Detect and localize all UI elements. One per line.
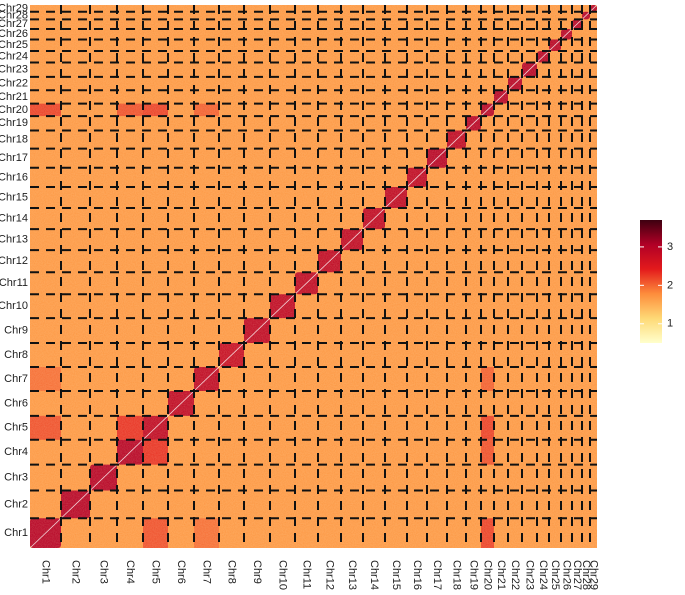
x-tick-label: Chr12: [324, 560, 336, 590]
x-tick-label: Chr13: [346, 560, 358, 590]
y-tick-label: Chr18: [0, 133, 28, 145]
x-tick-label: Chr9: [251, 560, 263, 584]
x-tick-label: Chr18: [451, 560, 463, 590]
x-tick-label: Chr23: [524, 560, 536, 590]
x-tick-label: Chr5: [150, 560, 162, 584]
x-tick-label: Chr2: [70, 560, 82, 584]
y-tick-label: Chr8: [4, 349, 28, 361]
y-tick-label: Chr12: [0, 255, 28, 267]
x-tick-label: Chr10: [277, 560, 289, 590]
y-tick-label: Chr6: [4, 397, 28, 409]
colorbar-tick-label: 1: [667, 318, 673, 330]
y-tick-label: Chr5: [4, 422, 28, 434]
x-tick-label: Chr7: [201, 560, 213, 584]
x-tick-label: Chr25: [549, 560, 561, 590]
x-tick-label: Chr3: [98, 560, 110, 584]
diagonal-line: [29, 4, 598, 549]
x-tick-label: Chr1: [40, 560, 52, 584]
x-tick-label: Chr17: [431, 560, 443, 590]
x-tick-label: Chr27: [571, 560, 583, 590]
x-tick-label: Chr16: [411, 560, 423, 590]
y-tick-label: Chr16: [0, 171, 28, 183]
colorbar-tick-label: 3: [667, 241, 673, 253]
y-tick-label: Chr23: [0, 64, 28, 76]
x-tick-label: Chr14: [368, 560, 380, 590]
x-tick-label: Chr24: [537, 560, 549, 590]
y-tick-label: Chr13: [0, 234, 28, 246]
y-tick-label: Chr21: [0, 91, 28, 103]
x-tick-label: Chr26: [561, 560, 573, 590]
colorbar-tick-label: 2: [667, 279, 673, 291]
x-tick-label: Chr29: [588, 560, 600, 590]
y-tick-label: Chr11: [0, 277, 28, 289]
y-tick-label: Chr25: [0, 39, 28, 51]
y-tick-label: Chr10: [0, 300, 28, 312]
x-tick-label: Chr11: [301, 560, 313, 589]
y-tick-label: Chr4: [4, 446, 28, 458]
y-tick-label: Chr19: [0, 117, 28, 129]
y-tick-label: Chr3: [4, 472, 28, 484]
y-tick-label: Chr24: [0, 51, 28, 63]
y-tick-label: Chr22: [0, 77, 28, 89]
x-tick-label: Chr4: [124, 560, 136, 584]
y-tick-label: Chr17: [0, 152, 28, 164]
x-tick-label: Chr15: [390, 560, 402, 590]
y-tick-label: Chr15: [0, 191, 28, 203]
y-tick-label: Chr20: [0, 104, 28, 116]
y-tick-label: Chr7: [4, 373, 28, 385]
x-tick-label: Chr8: [226, 560, 238, 584]
x-tick-label: Chr6: [175, 560, 187, 584]
x-tick-label: Chr22: [509, 560, 521, 590]
y-tick-label: Chr9: [4, 325, 28, 337]
x-tick-label: Chr28: [580, 560, 592, 590]
x-tick-label: Chr20: [482, 560, 494, 590]
y-tick-label: Chr27: [0, 18, 28, 30]
y-tick-label: Chr14: [0, 212, 28, 224]
colorbar: [640, 220, 662, 343]
y-tick-label: Chr1: [4, 527, 28, 539]
y-tick-label: Chr26: [0, 28, 28, 40]
y-tick-label: Chr28: [0, 9, 28, 21]
x-tick-label: Chr19: [468, 560, 480, 590]
x-tick-label: Chr21: [495, 560, 507, 590]
y-tick-label: Chr2: [4, 498, 28, 510]
y-tick-label: Chr29: [0, 2, 28, 14]
